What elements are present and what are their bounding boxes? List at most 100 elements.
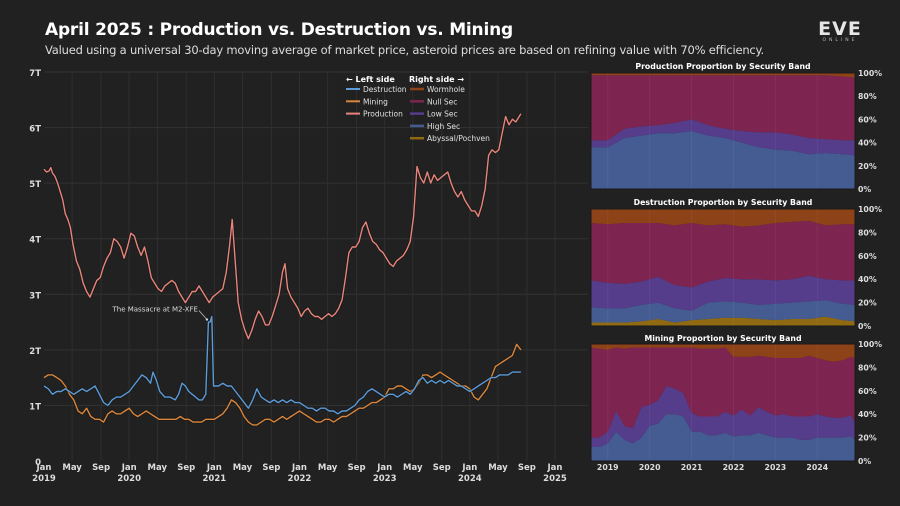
- x-tick-label: May: [488, 463, 508, 473]
- panel-y-tick-label: 20%: [858, 299, 877, 308]
- panel-y-tick-label: 60%: [858, 387, 877, 396]
- panel-x-tick-label: 2023: [765, 463, 787, 472]
- area-high-sec: [591, 131, 855, 189]
- panel-border: [590, 343, 856, 462]
- x-tick-label: May: [62, 463, 82, 473]
- x-tick-year-label: 2025: [543, 474, 567, 484]
- panel-y-tick-label: 80%: [858, 92, 877, 101]
- panel-y-tick-label: 80%: [858, 228, 877, 237]
- panel-y-tick-label: 40%: [858, 275, 877, 284]
- area-low-sec: [591, 119, 855, 156]
- y-tick-label: 4T: [29, 236, 41, 246]
- panel-y-tick-label: 20%: [858, 162, 877, 171]
- y-tick-label: 1T: [29, 402, 41, 412]
- area-wormhole: [591, 344, 855, 362]
- x-tick-label: Sep: [262, 463, 280, 473]
- area-null-sec: [591, 75, 855, 141]
- area-high-sec: [591, 414, 855, 461]
- chart-legend: ← Left side Right side →Destruction Mining…: [346, 75, 490, 143]
- area-low-sec: [591, 386, 855, 447]
- legend-label: High Sec: [427, 122, 460, 131]
- legend-label: Null Sec: [427, 97, 457, 106]
- x-tick-label: Sep: [518, 463, 536, 473]
- x-tick-label: Sep: [348, 463, 366, 473]
- panel-title: Destruction Proportion by Security Band: [634, 198, 813, 207]
- x-tick-label: May: [318, 463, 338, 473]
- panel-x-tick-label: 2020: [639, 463, 661, 472]
- panel-y-tick-label: 0%: [858, 322, 871, 331]
- y-tick-label: 6T: [29, 125, 41, 135]
- legend-label: Production: [363, 110, 403, 119]
- area-low-sec: [591, 275, 855, 311]
- area-wormhole: [591, 73, 855, 78]
- panel-y-tick-label: 100%: [858, 340, 882, 349]
- x-tick-label: May: [148, 463, 168, 473]
- y-tick-label: 2T: [29, 347, 41, 357]
- mining-proportion-panel: Mining Proportion by Security Band 0% 20% 4…: [590, 334, 882, 472]
- panel-title: Production Proportion by Security Band: [635, 62, 810, 71]
- eve-online-logo: EVE ONLINE: [812, 20, 868, 44]
- x-tick-label: Jan: [376, 463, 392, 473]
- area-wormhole: [591, 209, 855, 227]
- panel-x-tick-label: 2019: [597, 463, 619, 472]
- panel-title: Mining Proportion by Security Band: [644, 334, 801, 343]
- panel-y-tick-label: 80%: [858, 363, 877, 372]
- x-tick-label: Jan: [206, 463, 222, 473]
- panel-x-tick-label: 2024: [806, 463, 828, 472]
- series-line-destruction: [43, 315, 521, 415]
- panel-x-tick-label: 2021: [681, 463, 703, 472]
- destruction-proportion-panel: Destruction Proportion by Security Band 0…: [590, 198, 882, 331]
- x-tick-label: Jan: [461, 463, 477, 473]
- x-tick-label: May: [233, 463, 253, 473]
- panel-border: [590, 72, 856, 190]
- legend-label: Wormhole: [427, 85, 465, 94]
- legend-label: Abyssal/Pochven: [427, 134, 490, 143]
- legend-label: Destruction: [363, 85, 407, 94]
- legend-label: Low Sec: [427, 110, 458, 119]
- panel-y-tick-label: 100%: [858, 69, 882, 78]
- area-null-sec: [591, 347, 855, 438]
- area-high-sec: [591, 300, 855, 323]
- series-line-mining: [43, 343, 522, 426]
- panel-x-tick-label: 2022: [723, 463, 745, 472]
- page-title: April 2025 : Production vs. Destruction …: [45, 20, 513, 40]
- x-tick-label: May: [403, 463, 423, 473]
- annotation-label: The Massacre at M2-XFE: [111, 306, 197, 314]
- y-tick-label: 0: [35, 458, 41, 468]
- page-subtitle: Valued using a universal 30-day moving a…: [45, 43, 764, 57]
- x-tick-label: Jan: [121, 463, 137, 473]
- legend-label: Mining: [363, 97, 388, 106]
- x-tick-label: Jan: [291, 463, 307, 473]
- x-tick-year-label: 2019: [32, 474, 56, 484]
- panel-y-tick-label: 60%: [858, 115, 877, 124]
- x-tick-year-label: 2020: [117, 474, 141, 484]
- annotation-leader-line: [198, 310, 208, 320]
- series-line-production: [43, 113, 522, 340]
- x-tick-year-label: 2023: [373, 474, 397, 484]
- area-abyssal-pochven: [591, 316, 855, 326]
- panel-y-tick-label: 60%: [858, 252, 877, 261]
- x-tick-year-label: 2024: [458, 474, 482, 484]
- logo-sub-text: ONLINE: [822, 38, 858, 43]
- x-tick-year-label: 2022: [288, 474, 312, 484]
- panel-y-tick-label: 0%: [858, 457, 871, 466]
- legend-right-header: Right side →: [409, 75, 464, 84]
- panel-y-tick-label: 0%: [858, 185, 871, 194]
- x-tick-label: Jan: [36, 463, 52, 473]
- panel-y-tick-label: 40%: [858, 410, 877, 419]
- logo-main-text: EVE: [818, 18, 862, 40]
- panel-y-tick-label: 100%: [858, 205, 882, 214]
- x-tick-label: Sep: [92, 463, 110, 473]
- x-tick-year-label: 2021: [202, 474, 226, 484]
- production-proportion-panel: Production Proportion by Security Band 0%…: [590, 62, 882, 194]
- annotation-point: [205, 318, 209, 321]
- x-tick-label: Sep: [433, 463, 451, 473]
- panel-y-tick-label: 40%: [858, 139, 877, 148]
- legend-left-header: ← Left side: [346, 75, 395, 84]
- x-tick-label: Jan: [547, 463, 563, 473]
- panel-y-tick-label: 20%: [858, 434, 877, 443]
- panel-border: [590, 208, 856, 327]
- x-tick-label: Sep: [177, 463, 195, 473]
